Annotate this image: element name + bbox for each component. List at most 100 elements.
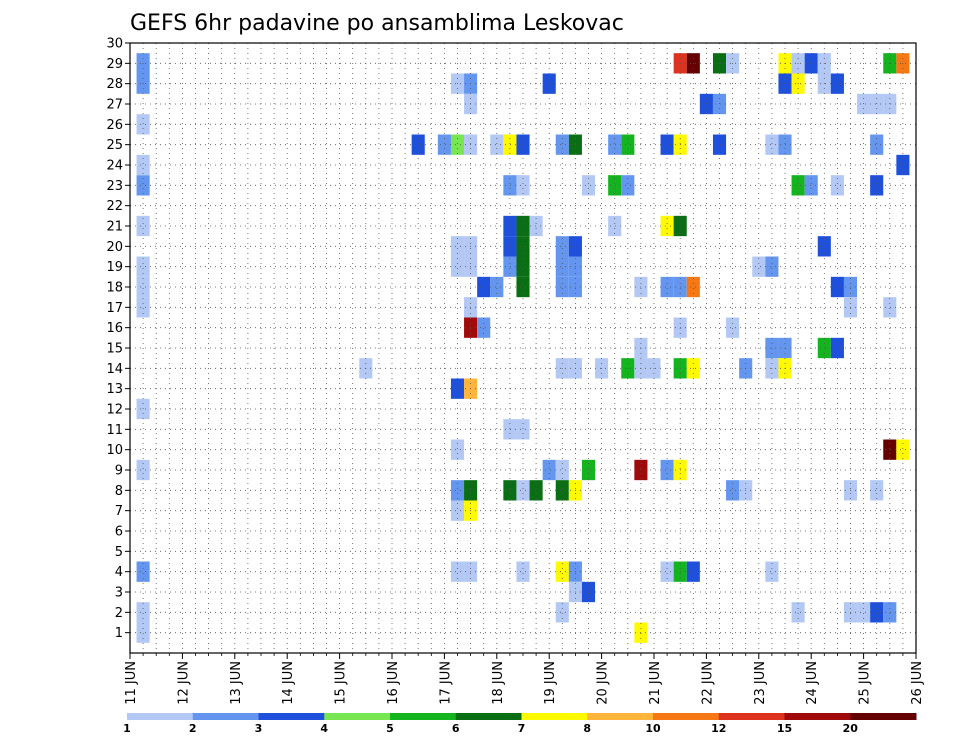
heatmap-cell	[450, 480, 465, 501]
heatmap-cell	[555, 276, 569, 298]
heatmap-cell	[817, 337, 831, 359]
heatmap-cell	[726, 480, 740, 501]
heatmap-cell	[477, 317, 491, 338]
heatmap-cell	[136, 561, 150, 582]
y-tick-label: 4	[115, 565, 123, 580]
y-tick-label: 23	[106, 179, 123, 194]
heatmap-cell	[883, 297, 897, 318]
y-tick-label: 8	[115, 484, 123, 499]
heatmap-cell	[883, 439, 897, 460]
heatmap-cell	[136, 154, 150, 176]
heatmap-cell	[686, 561, 700, 582]
heatmap-cell	[608, 175, 622, 196]
heatmap-cell	[608, 215, 622, 237]
heatmap-cell	[136, 215, 150, 237]
y-tick-label: 14	[106, 362, 123, 377]
heatmap-cell	[765, 134, 779, 155]
y-tick-label: 12	[106, 403, 123, 418]
heatmap-cell	[883, 602, 897, 623]
x-tick-label: 19 JUN	[543, 661, 558, 705]
heatmap-cell	[830, 175, 844, 196]
legend-label: 7	[518, 722, 526, 735]
legend-swatch	[258, 713, 325, 720]
heatmap-cell	[450, 561, 465, 582]
legend-label: 12	[711, 722, 726, 735]
color-legend: 1 2 3 4 5 6 7 8 10 12 15 20	[123, 713, 917, 735]
y-tick-label: 30	[106, 37, 123, 52]
x-tick-label: 24 JUN	[805, 661, 820, 705]
y-tick-label: 27	[106, 98, 123, 113]
heatmap-cell	[765, 561, 779, 582]
heatmap-cell	[581, 459, 596, 481]
heatmap-cell	[555, 459, 569, 481]
heatmap-cell	[660, 459, 674, 481]
heatmap-cell	[870, 134, 884, 155]
heatmap-cell	[136, 114, 150, 135]
heatmap-cell	[686, 276, 700, 298]
heatmap-cell	[870, 175, 884, 196]
legend-swatch	[192, 713, 259, 720]
heatmap-cell	[830, 337, 844, 359]
legend-label: 2	[189, 722, 197, 735]
legend-swatch	[653, 713, 720, 720]
legend-swatch	[850, 713, 917, 720]
chart-title: GEFS 6hr padavine po ansamblima Leskovac	[130, 11, 624, 36]
heatmap-cell	[660, 134, 674, 155]
heatmap-cell	[621, 175, 635, 196]
heatmap-cell	[712, 134, 727, 155]
heatmap-cell	[136, 459, 150, 481]
heatmap-cell	[752, 256, 766, 277]
heatmap-cell	[660, 276, 674, 298]
legend-label: 4	[320, 722, 328, 735]
heatmap-cell	[581, 175, 596, 196]
heatmap-cell	[136, 175, 150, 196]
legend-label: 3	[255, 722, 263, 735]
y-tick-label: 15	[106, 342, 123, 357]
heatmap-cell	[791, 175, 805, 196]
heatmap-cell	[529, 480, 543, 501]
heatmap-cell	[136, 602, 150, 623]
heatmap-cell	[516, 276, 530, 298]
legend-label: 8	[583, 722, 591, 735]
heatmap-cell	[136, 256, 150, 277]
legend-label: 10	[645, 722, 661, 735]
y-tick-label: 22	[106, 199, 123, 214]
heatmap-cell	[555, 602, 569, 623]
heatmap-cell	[621, 134, 635, 155]
heatmap-cell	[503, 175, 517, 196]
heatmap-cell	[450, 236, 465, 257]
x-tick-label: 13 JUN	[229, 661, 244, 705]
y-tick-label: 5	[115, 545, 123, 560]
heatmap-cell	[490, 134, 504, 155]
heatmap-cell	[516, 134, 530, 155]
y-tick-label: 19	[106, 260, 123, 275]
x-tick-label: 23 JUN	[753, 661, 768, 705]
heatmap-cell	[581, 581, 596, 603]
y-tick-label: 3	[115, 586, 123, 601]
legend-label: 15	[777, 722, 792, 735]
y-tick-label: 28	[106, 77, 123, 92]
heatmap-cell	[896, 154, 910, 176]
x-tick-label: 11 JUN	[124, 661, 139, 705]
legend-label: 1	[123, 722, 131, 735]
legend-swatch	[718, 713, 785, 720]
grid-lines	[130, 43, 916, 653]
y-tick-label: 26	[106, 118, 123, 133]
y-tick-label: 17	[106, 301, 123, 316]
legend-swatch	[127, 713, 194, 720]
heatmap-cell	[870, 602, 884, 623]
y-axis: 1234567891011121314151617181920212223242…	[106, 37, 130, 641]
heatmap-cell	[817, 236, 831, 257]
legend-swatch	[455, 713, 522, 720]
x-tick-label: 25 JUN	[858, 661, 873, 705]
heatmap-cell	[555, 236, 569, 257]
legend-swatch	[784, 713, 851, 720]
x-tick-label: 15 JUN	[334, 661, 349, 705]
legend-label: 6	[452, 722, 460, 735]
heatmap-cell	[477, 276, 491, 298]
heatmap-cell	[555, 561, 569, 582]
heatmap-cell	[450, 256, 465, 277]
x-tick-label: 18 JUN	[491, 661, 506, 705]
heatmap-cell	[503, 236, 517, 257]
